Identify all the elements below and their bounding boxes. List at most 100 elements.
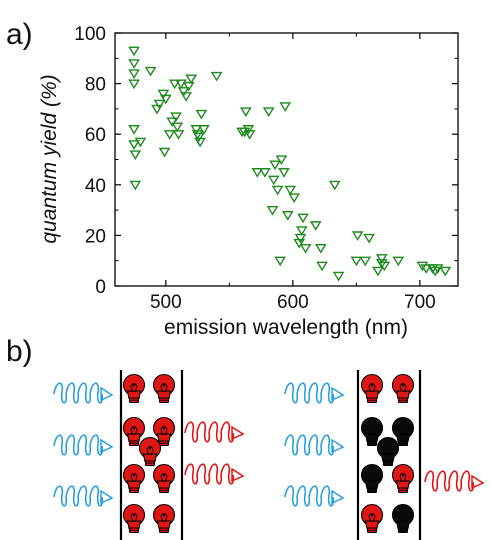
data-point bbox=[175, 79, 187, 90]
data-point bbox=[262, 107, 275, 117]
light-bulb-icon bbox=[122, 463, 146, 494]
data-point bbox=[350, 256, 363, 267]
y-axis-label: quantum yield (%) bbox=[38, 74, 61, 243]
data-point bbox=[195, 109, 208, 120]
wavy-arrow-icon bbox=[331, 489, 345, 505]
data-point bbox=[240, 107, 252, 117]
data-point bbox=[299, 243, 312, 254]
light-bulb-icon bbox=[391, 503, 415, 534]
data-point bbox=[288, 193, 300, 204]
data-point bbox=[182, 82, 195, 92]
light-bulb-icon bbox=[152, 373, 176, 404]
panel-a-label: a) bbox=[6, 18, 33, 51]
data-point bbox=[392, 256, 405, 267]
y-axis-ticks: 0 20 40 60 80 100 bbox=[74, 24, 458, 298]
data-point bbox=[431, 264, 444, 274]
light-bulb-icon bbox=[391, 463, 415, 494]
data-point bbox=[129, 180, 142, 191]
data-point bbox=[351, 231, 364, 241]
plot-frame bbox=[114, 32, 459, 287]
wavy-arrow-icon bbox=[231, 467, 245, 483]
light-bulb-icon bbox=[360, 373, 384, 404]
wavy-arrow-icon bbox=[100, 386, 114, 402]
data-point bbox=[194, 137, 206, 148]
scatter-plot: 0 20 40 60 80 100 500 600 700 emission waveleng… bbox=[38, 24, 459, 339]
data-point bbox=[157, 89, 170, 100]
data-point bbox=[332, 271, 345, 282]
x-tick-label: 700 bbox=[404, 292, 436, 313]
data-point bbox=[151, 104, 163, 115]
data-point bbox=[267, 175, 280, 186]
data-point bbox=[309, 221, 322, 231]
data-point bbox=[128, 46, 140, 57]
data-point bbox=[294, 233, 307, 244]
data-point bbox=[416, 261, 429, 272]
data-point bbox=[281, 211, 294, 221]
data-point bbox=[251, 168, 264, 178]
light-bulb-icon bbox=[152, 463, 176, 494]
data-point bbox=[271, 185, 284, 196]
data-point bbox=[128, 59, 140, 69]
emission-wave bbox=[424, 470, 485, 492]
data-point bbox=[314, 243, 327, 254]
light-bulb-icon bbox=[376, 436, 400, 467]
data-point bbox=[328, 180, 341, 191]
data-point bbox=[372, 266, 384, 277]
excitation-wave bbox=[284, 382, 345, 404]
light-bulb-icon bbox=[138, 436, 162, 467]
light-bulb-icon bbox=[360, 463, 384, 494]
data-point bbox=[279, 102, 292, 112]
data-point bbox=[171, 122, 184, 133]
schematic bbox=[53, 370, 485, 540]
data-point bbox=[243, 130, 256, 140]
data-point bbox=[177, 87, 190, 97]
data-point bbox=[134, 137, 147, 148]
data-point bbox=[297, 213, 309, 224]
y-tick-label: 0 bbox=[95, 277, 106, 298]
data-point bbox=[266, 206, 279, 216]
data-point bbox=[193, 132, 205, 143]
excitation-wave bbox=[53, 485, 114, 507]
data-point bbox=[378, 261, 391, 272]
data-point bbox=[180, 92, 192, 102]
data-point bbox=[375, 259, 388, 269]
data-point bbox=[170, 112, 182, 123]
light-bulb-icon bbox=[122, 373, 146, 404]
excitation-wave bbox=[284, 485, 345, 507]
data-point bbox=[128, 69, 140, 80]
light-bulb-icon bbox=[122, 503, 146, 534]
y-tick-label: 100 bbox=[74, 24, 106, 45]
y-tick-label: 60 bbox=[85, 125, 106, 146]
data-point bbox=[172, 130, 185, 140]
x-tick-label: 500 bbox=[150, 292, 182, 313]
excitation-wave bbox=[53, 434, 114, 456]
data-point bbox=[166, 117, 179, 128]
wavy-arrow-icon bbox=[231, 425, 245, 441]
data-point bbox=[190, 125, 203, 135]
y-tick-label: 20 bbox=[85, 226, 106, 247]
wavy-arrow-icon bbox=[100, 438, 114, 454]
data-point bbox=[128, 125, 140, 135]
y-tick-label: 80 bbox=[85, 75, 106, 96]
data-point bbox=[269, 160, 281, 171]
light-bulb-icon bbox=[391, 373, 415, 404]
data-point bbox=[128, 140, 140, 150]
data-point bbox=[163, 130, 176, 140]
data-point bbox=[278, 168, 290, 178]
data-markers bbox=[128, 46, 452, 282]
data-point bbox=[420, 264, 433, 274]
data-point bbox=[359, 256, 372, 267]
x-axis-ticks: 500 600 700 bbox=[150, 33, 436, 313]
data-point bbox=[210, 71, 223, 82]
excitation-wave bbox=[53, 382, 114, 404]
data-point bbox=[275, 155, 288, 166]
data-point bbox=[375, 254, 388, 264]
wavy-arrow-icon bbox=[331, 438, 345, 454]
data-point bbox=[159, 94, 172, 105]
excitation-wave bbox=[284, 434, 345, 456]
light-bulb-icon bbox=[152, 503, 176, 534]
wavy-arrow-icon bbox=[100, 489, 114, 505]
x-axis-label: emission wavelength (nm) bbox=[164, 316, 408, 339]
x-tick-label: 600 bbox=[277, 292, 309, 313]
